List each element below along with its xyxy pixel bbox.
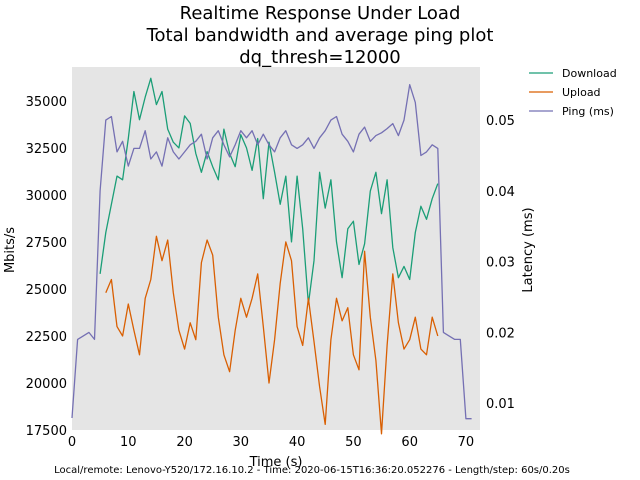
y-right-tick-label: 0.01 (486, 397, 515, 412)
chart-title-line-1: Realtime Response Under Load (180, 3, 461, 24)
legend-entry: Download (562, 67, 617, 80)
series-line-upload (105, 235, 439, 435)
y-left-tick-label: 35000 (26, 95, 67, 110)
series-layer (71, 77, 472, 435)
y-left-tick-label: 17500 (26, 424, 67, 439)
x-tick-label: 30 (233, 435, 250, 450)
y-right-tick-label: 0.05 (486, 114, 515, 129)
chart-title-line-3: dq_thresh=12000 (239, 47, 401, 68)
x-tick-label: 10 (120, 435, 137, 450)
y-left-tick-label: 22500 (26, 330, 67, 345)
chart-title-line-2: Total bandwidth and average ping plot (146, 25, 494, 46)
x-tick-label: 60 (401, 435, 418, 450)
y-right-tick-label: 0.04 (486, 185, 515, 200)
y-right-tick-label: 0.02 (486, 326, 515, 341)
legend-entry: Ping (ms) (562, 105, 614, 118)
x-tick-label: 50 (345, 435, 362, 450)
x-axis-ticks: 0 10 20 30 40 50 60 70 (68, 435, 474, 450)
y-axis-left-ticks: 17500 20000 22500 25000 27500 30000 32500 35000 (26, 95, 67, 439)
y-right-tick-label: 0.03 (486, 256, 515, 271)
y-left-tick-label: 20000 (26, 377, 67, 392)
y-axis-right-ticks: 0.01 0.02 0.03 0.04 0.05 (486, 114, 515, 412)
chart-title: Realtime Response Under Load Total bandw… (146, 3, 494, 68)
legend-entry: Upload (562, 86, 601, 99)
y-left-tick-label: 25000 (26, 283, 67, 298)
y-axis-left-label: Mbits/s (3, 227, 18, 273)
y-left-tick-label: 30000 (26, 189, 67, 204)
legend: Download Upload Ping (ms) (529, 67, 617, 118)
footer-info: Local/remote: Lenovo-Y520/172.16.10.2 - … (54, 465, 570, 476)
x-tick-label: 40 (289, 435, 306, 450)
y-left-tick-label: 27500 (26, 236, 67, 251)
x-tick-label: 0 (68, 435, 76, 450)
x-tick-label: 20 (176, 435, 193, 450)
y-left-tick-label: 32500 (26, 142, 67, 157)
series-line-download (99, 77, 439, 305)
x-axis-label: Time (s) (249, 455, 303, 470)
series-line-ping-ms (71, 84, 472, 420)
plot-area (72, 67, 480, 430)
y-axis-right-label: Latency (ms) (521, 207, 536, 292)
x-tick-label: 70 (458, 435, 475, 450)
